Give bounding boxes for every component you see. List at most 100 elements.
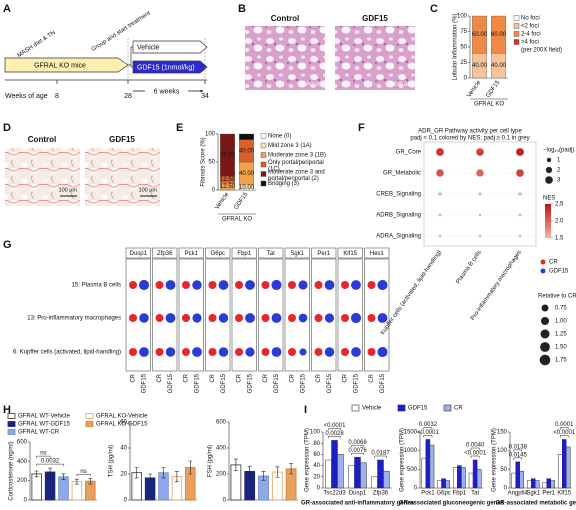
gene-label: Zfp36 [157,251,173,257]
legend-label: GDF15 [408,406,428,412]
gdf15-box [132,60,208,74]
panel-b: B Control GDF15 100 µm 100 µm C [238,3,438,90]
gene-panel [152,258,178,372]
gene-header [178,247,204,259]
error-bar [174,471,179,483]
error-bar [74,478,79,485]
bar [325,459,332,489]
diet-label: MASH diet & TN [17,30,57,59]
x-axis-label: GR-associated anti-inflammatory genes [301,501,415,507]
error-bar [48,467,53,477]
size-legend-dot [541,304,549,312]
duration-label: 6 weeks [154,88,180,95]
row-label: 13: Pro-inflammatory macrophages [27,316,121,322]
color-legend-title: NES [543,196,555,202]
column-label: GDF15 [274,373,280,393]
legend-swatch [513,23,520,29]
bar [542,482,547,489]
legend-label: CR [454,406,463,412]
size-legend-label: 1.25 [555,332,567,338]
size-legend-dot [546,157,552,163]
histology-image [245,26,325,90]
dot [271,347,282,357]
dot [314,313,323,323]
y-axis-label: FSH (pg/ml) [208,445,214,477]
column-label: CR [343,373,349,382]
y-tick-label: 0 [24,498,28,504]
y-axis-label: Gene expression (TPM) [305,428,311,492]
panel-label: F [358,122,365,134]
y-tick-label: 1500 [404,430,418,436]
dot [351,280,361,290]
annotation-bracket [470,447,480,450]
y-axis-label: Gene expression (TPM) [400,428,406,492]
gene-header [258,247,284,259]
dot [478,192,482,196]
legend-swatch [260,161,267,168]
y-tick-label: 0 [223,498,227,504]
annotation-bracket [513,457,523,460]
size-legend-dot [545,176,553,184]
annotation-bracket [513,449,523,452]
legend-swatch [260,180,267,187]
dot [218,313,229,323]
bar [519,470,525,489]
annotation-bracket [423,435,433,438]
dot [234,347,244,357]
bar-segment [220,133,235,177]
y-tick-label: 100 [205,132,216,138]
dot [128,313,138,323]
dot [287,280,297,290]
dot [324,313,335,323]
bar [472,459,478,489]
x-axis-label: GR-associated metabolic genes [496,501,576,507]
bar [354,456,361,489]
dot [367,280,376,290]
value-label: 40.00 [239,148,255,154]
gdf15-label: GDF15 (1nmol/kg) [137,64,195,71]
x-tick-label: Tsc22d3 [323,491,346,497]
legend-swatch [397,404,406,412]
column-label: CR [237,373,243,382]
dot [518,213,522,217]
dot [165,280,176,290]
bar [557,454,563,489]
bar-segment [491,15,506,54]
gene-label: Klf15 [343,251,357,257]
y-tick-label: 25 [460,60,467,66]
size-legend-label: 1.00 [555,319,567,325]
error-bar [88,477,93,485]
legend-swatch [7,413,16,419]
annotation: ns [40,451,46,457]
bar [535,480,540,489]
annotation-bracket [374,455,387,458]
annotation-bracket [36,463,64,467]
x-tick-label: Fbp1 [453,491,467,497]
dot [261,313,270,323]
panel-a: A MASH diet & TN Group and start treatme… [3,3,209,100]
value-label: 12.50 [220,177,236,183]
gene-panel [258,258,284,372]
legend-label: Only portal/periportal (1C) [268,160,325,173]
value-label: 60.00 [472,32,488,38]
y-tick-label: 75 [460,29,467,35]
gene-header [152,247,178,259]
panel-d: D Control GDF15 100 µm 100 µm E F G H I [3,122,365,416]
column-label: CR [157,373,163,382]
dot [208,347,217,357]
dot [234,313,244,323]
annotation-bracket [559,435,569,438]
dot [155,280,164,290]
dot [314,347,323,357]
legend-swatch [85,421,94,427]
column-label: CR [131,373,137,382]
dot [299,348,307,356]
y-tick-label: 600 [216,420,227,426]
y-tick-label: 100 [457,14,468,20]
column-label: CR [316,373,322,382]
x-tick-label: Angptl4 [508,491,529,497]
bar [377,459,384,489]
legend-swatch [260,171,267,177]
column-label: GDF15 [168,373,174,393]
